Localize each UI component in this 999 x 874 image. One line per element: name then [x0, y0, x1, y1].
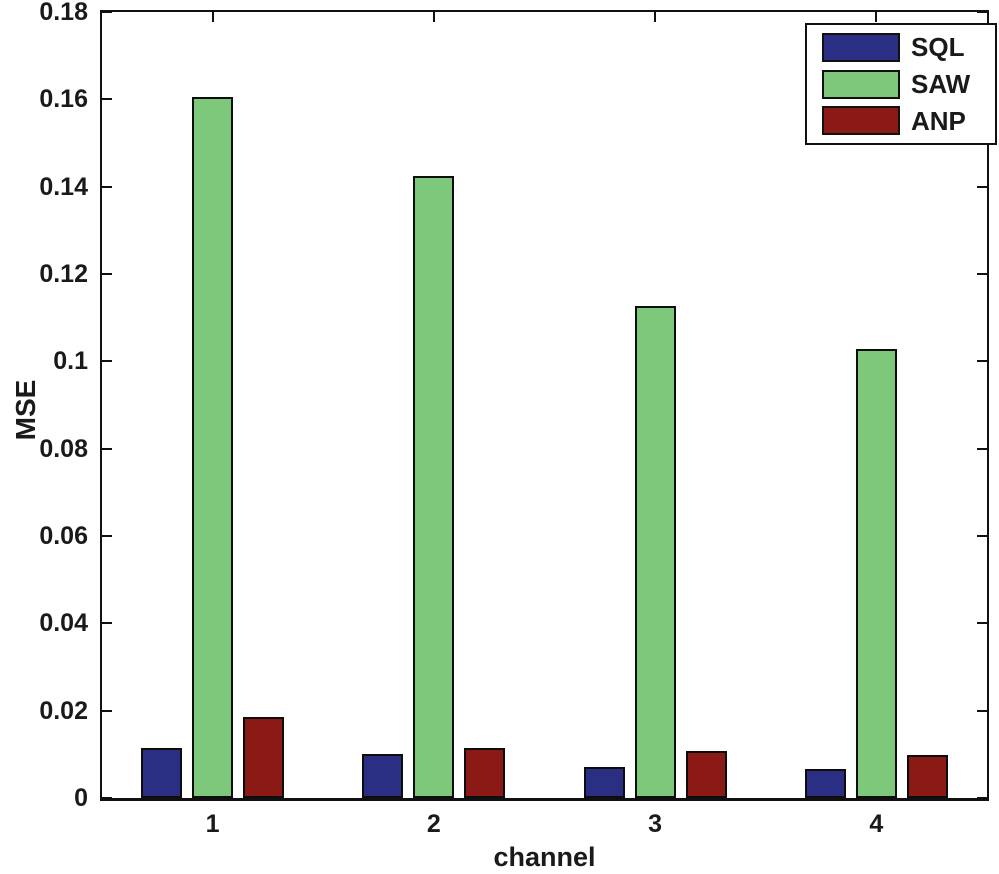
y-tick-label: 0.16 [39, 85, 88, 114]
bar-anp-ch3 [685, 751, 727, 798]
legend-row-saw: SAW [822, 69, 995, 99]
bar-saw-ch4 [855, 349, 897, 798]
bar-sql-ch4 [804, 769, 846, 798]
x-tick-top [875, 12, 878, 22]
y-tick-label: 0.12 [39, 260, 88, 288]
y-tick-label: 0 [74, 784, 88, 812]
y-tick-left [102, 447, 112, 450]
y-tick-right [977, 709, 987, 712]
y-tick-label: 0.18 [39, 0, 88, 26]
y-tick-left [102, 622, 112, 625]
legend-label-sql: SQL [911, 32, 965, 63]
x-tick-label: 3 [648, 810, 663, 838]
y-tick-right [977, 11, 987, 13]
bar-sql-ch3 [583, 767, 625, 798]
y-tick-right [977, 447, 987, 450]
legend-label-saw: SAW [911, 69, 971, 99]
y-tick-left [102, 360, 112, 363]
y-tick-right [977, 797, 987, 799]
legend-row-sql: SQL [822, 32, 995, 63]
y-tick-left [102, 535, 112, 537]
x-tick-top [211, 12, 214, 22]
bar-sql-ch1 [141, 748, 183, 798]
x-tick-label: 1 [205, 810, 220, 838]
y-tick-right [977, 360, 987, 363]
plot-area: SQL SAW ANP [100, 10, 997, 801]
legend: SQL SAW ANP [805, 23, 997, 145]
y-tick-left [102, 797, 112, 799]
y-tick-left [102, 185, 112, 188]
bar-saw-ch3 [634, 306, 676, 798]
x-axis-label: channel [493, 842, 596, 872]
y-tick-label: 0.04 [39, 609, 88, 638]
y-tick-left [102, 98, 112, 101]
legend-swatch-sql [822, 32, 900, 62]
x-tick-label: 2 [426, 810, 441, 838]
y-tick-label: 0.06 [39, 522, 88, 550]
bar-anp-ch4 [906, 755, 948, 798]
bar-anp-ch1 [243, 717, 285, 798]
y-tick-left [102, 11, 112, 13]
legend-row-anp: ANP [822, 105, 995, 136]
y-tick-label: 0.08 [39, 434, 88, 463]
y-tick-right [977, 535, 987, 537]
y-tick-right [977, 273, 987, 275]
bar-saw-ch1 [192, 97, 234, 798]
x-tick-top [654, 12, 657, 22]
bars-layer [102, 12, 987, 798]
y-tick-right [977, 185, 987, 188]
legend-label-anp: ANP [911, 105, 966, 136]
bar-sql-ch2 [362, 754, 404, 798]
bar-anp-ch2 [464, 748, 506, 798]
x-tick-top [432, 12, 435, 22]
y-tick-right [977, 622, 987, 625]
x-tick-label: 4 [869, 810, 884, 838]
legend-swatch-saw [822, 69, 900, 99]
y-tick-label: 0.02 [39, 696, 88, 725]
legend-swatch-anp [822, 106, 900, 136]
y-tick-label: 0.14 [39, 172, 88, 201]
y-tick-label: 0.1 [53, 347, 88, 376]
y-tick-left [102, 709, 112, 712]
bar-saw-ch2 [413, 176, 455, 798]
y-tick-left [102, 273, 112, 275]
